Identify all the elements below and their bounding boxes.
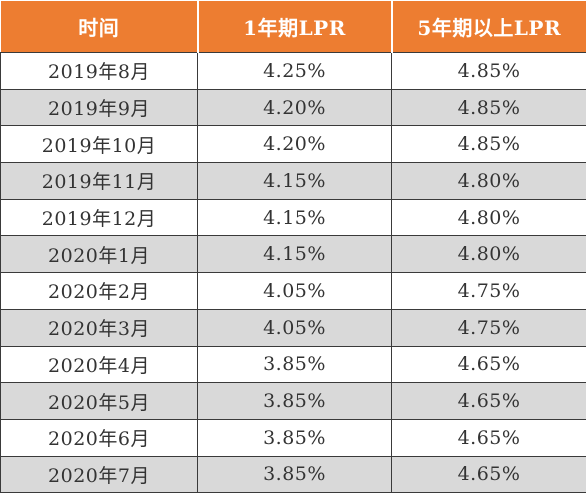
table-row: 2019年8月 4.25% 4.85% (1, 53, 586, 90)
table-row: 2019年9月 4.20% 4.85% (1, 89, 586, 126)
header-5y-lpr: 5年期以上LPR (392, 1, 586, 53)
cell-5y-lpr: 4.65% (392, 346, 586, 383)
cell-date: 2019年12月 (1, 199, 198, 236)
cell-1y-lpr: 3.85% (198, 346, 392, 383)
cell-5y-lpr: 4.65% (392, 456, 586, 493)
table-row: 2020年5月 3.85% 4.65% (1, 383, 586, 420)
cell-date: 2019年11月 (1, 163, 198, 200)
cell-1y-lpr: 4.25% (198, 53, 392, 90)
cell-date: 2019年10月 (1, 126, 198, 163)
cell-1y-lpr: 4.05% (198, 309, 392, 346)
cell-1y-lpr: 4.05% (198, 273, 392, 310)
header-date: 时间 (1, 1, 198, 53)
cell-1y-lpr: 3.85% (198, 383, 392, 420)
cell-date: 2020年5月 (1, 383, 198, 420)
cell-5y-lpr: 4.75% (392, 309, 586, 346)
table-row: 2020年3月 4.05% 4.75% (1, 309, 586, 346)
cell-1y-lpr: 4.20% (198, 89, 392, 126)
table-row: 2019年10月 4.20% 4.85% (1, 126, 586, 163)
table-row: 2020年6月 3.85% 4.65% (1, 419, 586, 456)
cell-5y-lpr: 4.85% (392, 126, 586, 163)
cell-5y-lpr: 4.85% (392, 89, 586, 126)
cell-5y-lpr: 4.75% (392, 273, 586, 310)
cell-date: 2020年2月 (1, 273, 198, 310)
table-row: 2019年11月 4.15% 4.80% (1, 163, 586, 200)
cell-5y-lpr: 4.80% (392, 236, 586, 273)
cell-1y-lpr: 4.15% (198, 163, 392, 200)
cell-1y-lpr: 3.85% (198, 456, 392, 493)
cell-5y-lpr: 4.80% (392, 163, 586, 200)
table-row: 2020年1月 4.15% 4.80% (1, 236, 586, 273)
table-row: 2020年2月 4.05% 4.75% (1, 273, 586, 310)
table-row: 2019年12月 4.15% 4.80% (1, 199, 586, 236)
table-row: 2020年4月 3.85% 4.65% (1, 346, 586, 383)
table-row: 2020年7月 3.85% 4.65% (1, 456, 586, 493)
cell-date: 2020年3月 (1, 309, 198, 346)
cell-date: 2020年4月 (1, 346, 198, 383)
cell-date: 2020年6月 (1, 419, 198, 456)
header-1y-lpr: 1年期LPR (198, 1, 392, 53)
cell-1y-lpr: 4.15% (198, 236, 392, 273)
cell-1y-lpr: 3.85% (198, 419, 392, 456)
cell-date: 2019年8月 (1, 53, 198, 90)
cell-date: 2019年9月 (1, 89, 198, 126)
cell-1y-lpr: 4.15% (198, 199, 392, 236)
table-header-row: 时间 1年期LPR 5年期以上LPR (1, 1, 586, 53)
cell-1y-lpr: 4.20% (198, 126, 392, 163)
cell-date: 2020年7月 (1, 456, 198, 493)
cell-5y-lpr: 4.85% (392, 53, 586, 90)
cell-5y-lpr: 4.65% (392, 383, 586, 420)
cell-date: 2020年1月 (1, 236, 198, 273)
cell-5y-lpr: 4.80% (392, 199, 586, 236)
cell-5y-lpr: 4.65% (392, 419, 586, 456)
